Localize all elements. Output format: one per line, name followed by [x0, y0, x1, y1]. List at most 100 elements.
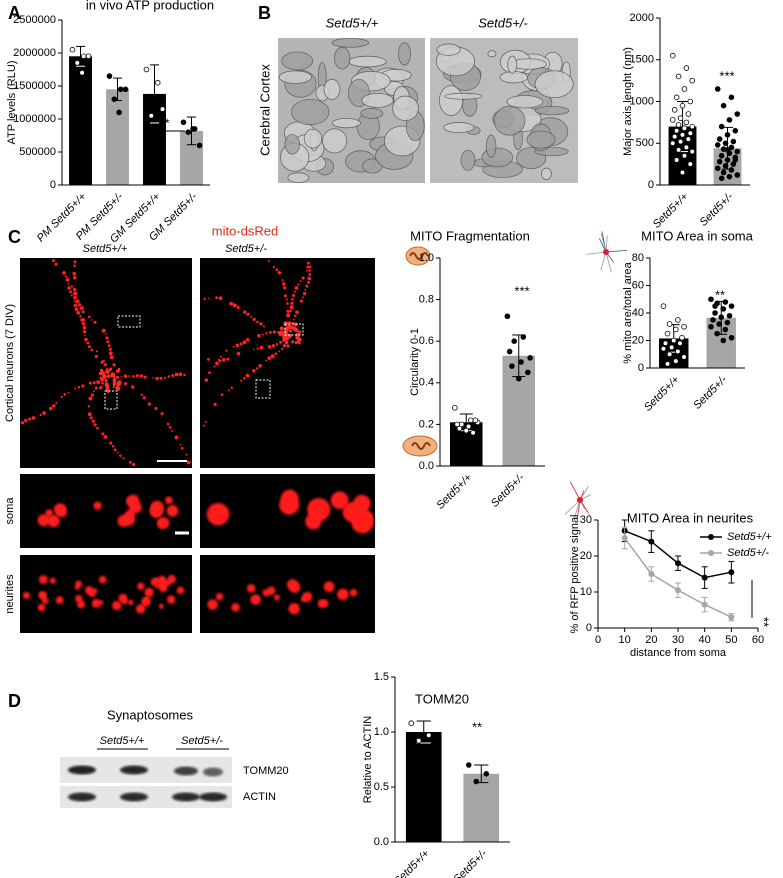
mito-signal [135, 604, 146, 614]
mito-signal [217, 358, 220, 361]
mito-signal [207, 297, 210, 300]
mito-signal [174, 372, 179, 377]
data-point [180, 119, 187, 126]
column-label: Setd5+/- [478, 15, 528, 30]
mito-signal [236, 351, 241, 356]
data-point [122, 86, 129, 93]
row-label: neurites [4, 574, 16, 614]
mito-signal [171, 429, 174, 432]
mito-signal [110, 372, 116, 378]
mito-signal [213, 402, 217, 407]
mito-signal [186, 460, 191, 465]
y-tick-label: 1500 [630, 54, 654, 66]
mito-signal [91, 419, 95, 423]
mito-signal [285, 341, 289, 345]
data-point [728, 94, 735, 101]
em-texture [361, 92, 394, 108]
data-point [724, 147, 731, 153]
legend-marker [708, 534, 714, 540]
zoom-box [104, 390, 118, 410]
data-point [143, 66, 150, 73]
mito-signal [179, 443, 182, 446]
blot-band [120, 792, 148, 802]
mito-signal [72, 289, 75, 291]
mito-signal [255, 367, 259, 370]
mito-signal [73, 291, 78, 296]
mito-signal [81, 318, 86, 322]
mito-signal [100, 378, 104, 382]
mito-signal [112, 386, 115, 389]
em-texture [506, 95, 544, 109]
mito-signal [289, 305, 294, 310]
mito-signal [154, 406, 158, 411]
data-point [483, 770, 490, 777]
em-texture [534, 105, 570, 116]
mito-signal [243, 376, 246, 380]
labels: A B C D Setd5+/+ Setd5+/- Cerebral Corte… [4, 3, 529, 803]
mito-signal [55, 401, 58, 404]
mito-signal [89, 416, 93, 420]
mito-signal [135, 374, 139, 378]
mito-signal [70, 285, 74, 288]
mito-signal [273, 594, 280, 601]
mito-signal [99, 376, 103, 380]
data-point [648, 571, 655, 577]
mito-signal [227, 389, 230, 392]
mito-signal [93, 501, 102, 510]
mito-signal [132, 462, 136, 467]
mito-signal [103, 435, 108, 439]
blot-band [174, 766, 198, 776]
x-tick-label: 0 [595, 634, 601, 646]
mito-signal [294, 327, 299, 333]
mito-signal [257, 334, 261, 338]
mito-icon [409, 252, 429, 260]
data-point [730, 138, 737, 145]
data-point [666, 351, 673, 358]
mito-signal [307, 280, 311, 284]
y-tick-label: 0.6 [419, 335, 434, 347]
mito-signal [306, 261, 310, 265]
legend-marker [708, 550, 714, 556]
mito-signal [123, 382, 128, 386]
em-texture [438, 85, 464, 116]
data-point [675, 122, 682, 128]
em-texture [322, 128, 348, 154]
mito-signal [60, 395, 63, 398]
mito-signal [250, 594, 261, 605]
mito-signal [288, 603, 300, 615]
mito-signal [286, 313, 291, 318]
data-point [718, 152, 725, 159]
mito-signal [74, 585, 80, 590]
panel-label: A [8, 3, 21, 23]
mito-signal [231, 602, 240, 612]
mito-signal [178, 372, 183, 377]
mito-signal [101, 432, 105, 436]
mito-signal [294, 340, 298, 345]
mito-signal [349, 589, 358, 597]
y-tick-label: 60 [632, 279, 644, 291]
data-point [689, 148, 696, 155]
mito-signal [100, 360, 104, 364]
mito-signal [113, 376, 116, 379]
mito-signal [115, 375, 120, 379]
x-tick-label: Setd5+/+ [642, 373, 682, 413]
mito-signal [293, 290, 296, 293]
y-tick-label: 0 [638, 362, 644, 374]
em-texture [291, 98, 330, 126]
em-texture [397, 42, 411, 66]
data-point [669, 52, 676, 59]
stain-label: mito-dsRed [212, 223, 278, 238]
mito-signal [122, 513, 136, 526]
mito-signal [246, 312, 250, 316]
data-point [726, 312, 733, 319]
data-point [728, 334, 735, 341]
data-point [687, 98, 694, 105]
mito-signal [300, 595, 307, 602]
mito-signal [88, 590, 96, 598]
mito-signal [38, 590, 47, 599]
data-point [425, 732, 432, 739]
mito-signal [286, 309, 290, 313]
mito-signal [100, 368, 104, 372]
mito-signal [91, 598, 101, 609]
